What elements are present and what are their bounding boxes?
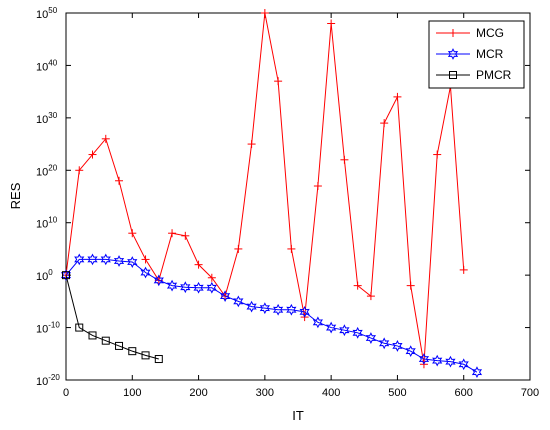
y-tick-label: 1030 [36, 111, 58, 126]
data-point-pmcr [101, 336, 110, 345]
data-point-mcr [392, 340, 403, 352]
legend: MCG MCR PMCR [428, 20, 525, 89]
y-axis-label: RES [8, 182, 23, 209]
x-tick-label: 400 [322, 387, 340, 399]
series-layer [60, 9, 483, 379]
y-tick-label: 1050 [36, 6, 58, 21]
data-point-mcg [327, 19, 336, 28]
x-tick-label: 700 [521, 387, 539, 399]
y-tick-label: 1020 [36, 163, 58, 178]
data-point-mcg [181, 231, 190, 240]
series-mcr [60, 253, 483, 379]
legend-marker-pmcr [449, 71, 457, 79]
data-point-mcg [115, 176, 124, 185]
data-point-mcr [74, 253, 85, 266]
data-point-mcr [60, 269, 72, 282]
data-point-mcr [100, 253, 111, 266]
data-point-mcg [128, 229, 137, 238]
data-point-mcr [233, 295, 244, 308]
data-point-mcg [75, 166, 84, 175]
x-tick-label: 200 [189, 387, 207, 399]
data-point-mcg [353, 281, 362, 290]
data-point-mcr [153, 274, 164, 287]
data-point-mcg [234, 244, 243, 253]
data-point-pmcr [88, 331, 97, 340]
data-point-mcg [287, 244, 296, 253]
data-point-mcr [259, 302, 270, 315]
data-point-pmcr [128, 347, 137, 356]
data-point-mcr [405, 345, 416, 358]
y-tick-label: 1010 [36, 216, 58, 231]
y-tick-label: 100 [36, 268, 53, 283]
legend-marker-mcr [447, 48, 459, 60]
data-point-mcr [432, 354, 443, 367]
data-point-mcg [380, 119, 389, 128]
data-point-mcg [406, 281, 415, 290]
x-tick-label: 0 [63, 387, 69, 399]
data-point-pmcr [141, 351, 150, 360]
data-point-mcr [193, 281, 204, 294]
data-point-mcr [365, 332, 377, 344]
data-point-mcg [260, 9, 269, 17]
x-tick-label: 500 [388, 387, 406, 399]
data-point-mcr [445, 355, 456, 368]
data-point-mcg [168, 229, 177, 238]
data-point-mcg [340, 155, 349, 164]
series-line-pmcr [65, 275, 159, 360]
data-point-mcg [433, 150, 442, 159]
data-point-mcr [299, 305, 310, 318]
y-tick-label: 1040 [36, 58, 58, 73]
data-point-mcg [366, 292, 375, 301]
data-point-pmcr [154, 355, 163, 364]
data-point-mcr [206, 281, 217, 294]
series-line-mcr [65, 258, 478, 373]
data-point-mcg [274, 77, 283, 86]
data-point-mcr [339, 324, 350, 337]
data-point-mcr [471, 366, 483, 379]
x-tick-label: 600 [455, 387, 473, 399]
data-point-mcr [418, 353, 430, 365]
data-point-pmcr [75, 323, 84, 332]
x-tick-label: 100 [123, 387, 141, 399]
data-point-mcr [140, 266, 151, 279]
data-point-pmcr [115, 341, 124, 350]
data-point-pmcr [62, 271, 70, 280]
legend-label-pmcr: PMCR [476, 68, 512, 82]
legend-marker-mcg [449, 29, 457, 37]
data-point-mcg [88, 150, 97, 159]
data-point-mcr [87, 253, 98, 266]
data-point-mcr [458, 358, 469, 371]
data-point-mcr [286, 303, 297, 316]
data-point-mcg [207, 273, 216, 282]
y-tick-label: 10-20 [36, 373, 60, 388]
data-point-mcr [379, 337, 390, 350]
series-mcg [62, 9, 468, 369]
x-tick-label: 300 [256, 387, 274, 399]
data-point-mcg [313, 182, 322, 191]
data-point-mcg [101, 134, 110, 143]
data-point-mcg [459, 265, 468, 274]
data-point-mcg [247, 140, 256, 149]
data-point-mcr [219, 290, 231, 303]
data-point-mcr [127, 256, 138, 268]
data-point-mcr [352, 326, 363, 339]
legend-label-mcr: MCR [476, 47, 504, 61]
y-tick-label: 10-10 [36, 321, 60, 336]
data-point-mcr [180, 281, 191, 294]
data-point-mcr [113, 255, 125, 267]
x-axis-label: IT [292, 408, 304, 423]
data-point-mcr [312, 316, 323, 329]
data-point-mcg [393, 92, 402, 101]
data-point-mcr [326, 321, 337, 334]
data-point-mcg [141, 255, 150, 264]
series-pmcr [62, 271, 163, 364]
data-point-mcg [194, 260, 203, 269]
data-point-mcr [246, 300, 257, 313]
axis-ticks: 0 100 200 300 400 500 600 700 10-20 10-10 100 1010 1… [36, 6, 539, 399]
data-point-mcr [273, 303, 284, 316]
legend-label-mcg: MCG [476, 26, 504, 40]
data-point-mcr [166, 279, 178, 292]
